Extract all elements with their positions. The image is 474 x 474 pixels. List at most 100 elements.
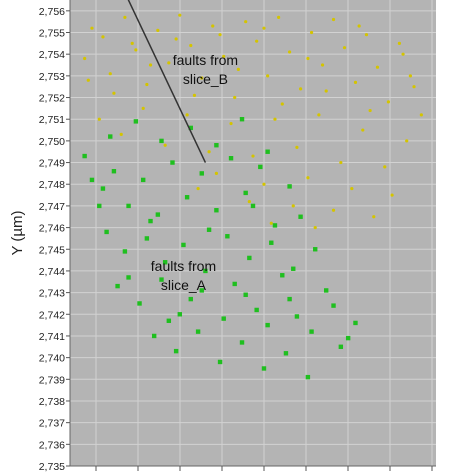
yellow-point bbox=[280, 102, 284, 106]
data-points bbox=[82, 13, 423, 380]
yellow-point bbox=[156, 28, 160, 32]
yellow-point bbox=[200, 76, 204, 80]
green-point bbox=[144, 236, 150, 241]
yellow-point bbox=[298, 87, 303, 91]
annotation-line2: slice_A bbox=[161, 277, 207, 293]
green-point bbox=[181, 242, 186, 248]
yellow-point bbox=[375, 65, 380, 69]
y-tick-label: 2,756 bbox=[39, 6, 65, 18]
y-tick-label: 2,745 bbox=[39, 244, 65, 256]
green-point bbox=[108, 134, 113, 139]
y-tick-label: 2,754 bbox=[39, 49, 65, 61]
green-point bbox=[195, 329, 201, 334]
yellow-point bbox=[222, 54, 226, 58]
green-point bbox=[338, 344, 344, 349]
yellow-point bbox=[233, 95, 237, 100]
yellow-point bbox=[350, 186, 354, 191]
yellow-point bbox=[266, 74, 270, 78]
green-point bbox=[298, 214, 303, 219]
yellow-point bbox=[101, 35, 105, 39]
plot-background bbox=[70, 0, 436, 466]
yellow-point bbox=[130, 41, 134, 45]
y-tick-label: 2,735 bbox=[39, 461, 65, 473]
green-point bbox=[141, 177, 146, 183]
y-tick-label: 2,739 bbox=[39, 374, 65, 386]
green-point bbox=[188, 125, 193, 131]
yellow-point bbox=[386, 100, 391, 104]
yellow-point bbox=[306, 56, 310, 61]
green-point bbox=[100, 186, 106, 191]
green-point bbox=[89, 177, 95, 183]
green-point bbox=[261, 366, 267, 371]
yellow-point bbox=[148, 63, 153, 67]
green-point bbox=[159, 277, 164, 282]
yellow-point bbox=[97, 117, 101, 121]
green-point bbox=[221, 316, 226, 321]
yellow-point bbox=[247, 199, 251, 204]
annotation-line1: faults from bbox=[151, 258, 216, 274]
green-point bbox=[214, 208, 219, 213]
grid bbox=[69, 0, 436, 467]
yellow-point bbox=[320, 63, 325, 67]
green-point bbox=[232, 281, 237, 287]
green-point bbox=[291, 266, 296, 271]
annotation-line2: slice_B bbox=[183, 71, 228, 87]
green-point bbox=[111, 169, 117, 174]
yellow-point bbox=[207, 150, 211, 154]
green-point bbox=[239, 117, 245, 122]
yellow-point bbox=[123, 15, 127, 19]
green-point bbox=[115, 283, 120, 289]
yellow-point bbox=[397, 41, 401, 45]
yellow-point bbox=[178, 13, 182, 17]
y-axis-ticks: 2,756 2,755 2,754 2,753 2,752 2,751 2,750 2,749… bbox=[39, 6, 70, 473]
yellow-point bbox=[141, 106, 145, 110]
annotation-line1: faults from bbox=[173, 52, 238, 68]
green-point bbox=[331, 303, 336, 308]
yellow-point bbox=[273, 117, 277, 121]
y-tick-label: 2,737 bbox=[39, 418, 65, 430]
y-tick-label: 2,748 bbox=[39, 179, 65, 191]
yellow-point bbox=[405, 139, 409, 143]
yellow-point bbox=[372, 215, 376, 219]
yellow-point bbox=[357, 24, 361, 28]
yellow-point bbox=[383, 165, 387, 169]
yellow-point bbox=[342, 46, 347, 50]
green-point bbox=[269, 240, 274, 245]
green-point bbox=[104, 229, 109, 235]
y-tick-label: 2,755 bbox=[39, 28, 65, 40]
y-tick-label: 2,752 bbox=[39, 93, 65, 105]
green-point bbox=[254, 307, 259, 313]
yellow-point bbox=[277, 15, 281, 19]
yellow-point bbox=[361, 128, 365, 132]
y-tick-label: 2,740 bbox=[39, 353, 65, 365]
yellow-point bbox=[218, 33, 222, 37]
green-point bbox=[217, 359, 223, 365]
yellow-point bbox=[353, 80, 358, 84]
yellow-point bbox=[262, 26, 266, 30]
yellow-point bbox=[324, 89, 328, 93]
green-point bbox=[283, 351, 289, 356]
yellow-point bbox=[313, 225, 317, 230]
green-point bbox=[151, 333, 157, 339]
yellow-point bbox=[309, 30, 314, 35]
yellow-point bbox=[90, 26, 94, 30]
green-point bbox=[122, 249, 128, 254]
green-point bbox=[287, 296, 292, 302]
yellow-point bbox=[192, 93, 197, 97]
green-point bbox=[243, 292, 248, 297]
y-tick-label: 2,747 bbox=[39, 201, 65, 213]
green-point bbox=[305, 374, 311, 380]
fault-line bbox=[127, 0, 207, 163]
green-point bbox=[155, 212, 161, 217]
yellow-point bbox=[331, 208, 336, 212]
green-point bbox=[126, 203, 131, 209]
yellow-point bbox=[251, 154, 255, 158]
green-point bbox=[272, 223, 278, 228]
yellow-point bbox=[108, 72, 112, 76]
yellow-point bbox=[134, 48, 138, 52]
y-tick-label: 2,743 bbox=[39, 288, 65, 300]
yellow-point bbox=[291, 204, 295, 208]
